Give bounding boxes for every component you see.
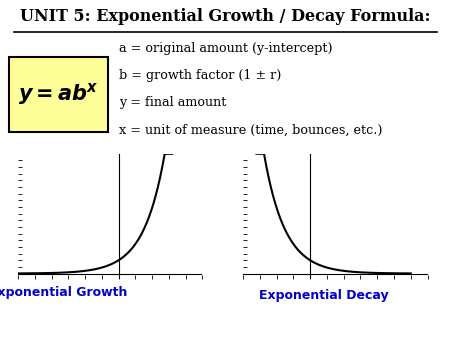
Text: $\bfit{y} = \bfit{ab}^{\bfit{x}}$: $\bfit{y} = \bfit{ab}^{\bfit{x}}$	[18, 81, 99, 107]
Text: Exponential Growth: Exponential Growth	[0, 286, 128, 298]
Text: y = final amount: y = final amount	[119, 96, 227, 109]
FancyBboxPatch shape	[9, 57, 108, 132]
Text: Exponential Decay: Exponential Decay	[259, 289, 389, 302]
Text: a = original amount (y-intercept): a = original amount (y-intercept)	[119, 42, 333, 55]
Text: x = unit of measure (time, bounces, etc.): x = unit of measure (time, bounces, etc.…	[119, 123, 383, 136]
Text: UNIT 5: Exponential Growth / Decay Formula:: UNIT 5: Exponential Growth / Decay Formu…	[20, 8, 430, 25]
Text: b = growth factor (1 ± r): b = growth factor (1 ± r)	[119, 69, 282, 82]
